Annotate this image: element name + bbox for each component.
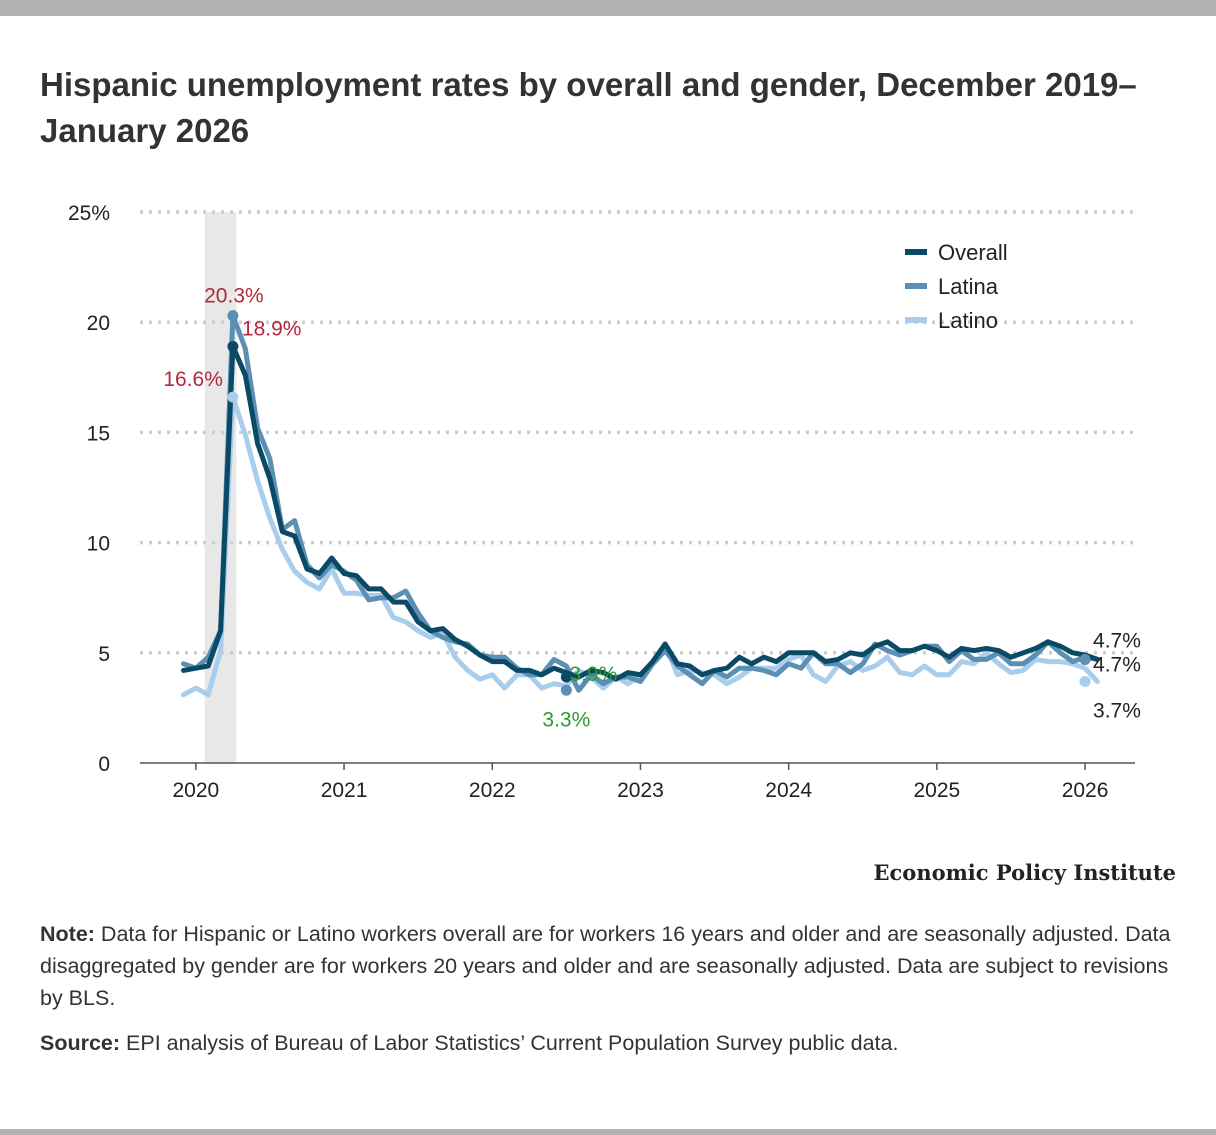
x-tick-label: 2025 [913, 779, 960, 802]
y-tick-label: 25% [68, 202, 110, 225]
y-tick-label: 0 [98, 753, 110, 776]
legend-swatch-overall [905, 249, 927, 255]
note-text: Data for Hispanic or Latino workers over… [40, 922, 1171, 1010]
chart-note: Note: Data for Hispanic or Latino worker… [40, 918, 1180, 1014]
chart-source: Source: EPI analysis of Bureau of Labor … [40, 1027, 1180, 1059]
y-tick-label: 10 [87, 533, 110, 556]
series-line-latina [181, 313, 1100, 693]
source-label: Source: [40, 1031, 121, 1055]
annotation-dot [227, 391, 239, 403]
annotation-dot [227, 340, 239, 352]
data-label: 4.7% [1093, 629, 1141, 652]
data-label: 3.9% [569, 663, 617, 686]
recession-shading [204, 212, 237, 763]
data-label: 3.3% [542, 708, 590, 731]
legend-label-overall: Overall [938, 240, 1008, 265]
annotation-dot [1079, 653, 1091, 665]
source-text: EPI analysis of Bureau of Labor Statisti… [120, 1031, 899, 1055]
legend-swatch-latina [905, 283, 927, 289]
data-label: 3.7% [1093, 699, 1141, 722]
legend-swatch-latino [905, 317, 927, 323]
data-label: 16.6% [163, 368, 223, 391]
annotation-dot [560, 684, 572, 696]
data-label: 18.9% [242, 317, 302, 340]
x-tick-label: 2026 [1062, 779, 1109, 802]
note-label: Note: [40, 922, 95, 946]
data-label: 4.7% [1093, 653, 1141, 676]
y-tick-label: 15 [87, 422, 110, 445]
annotation-dot [227, 310, 239, 322]
x-tick-label: 2023 [617, 779, 664, 802]
top-border-bar [0, 0, 1216, 16]
brand-logo-text: Economic Policy Institute [873, 860, 1176, 885]
x-tick-label: 2024 [765, 779, 812, 802]
x-tick-label: 2022 [469, 779, 516, 802]
x-tick-label: 2020 [172, 779, 219, 802]
chart-title: Hispanic unemployment rates by overall a… [40, 66, 1137, 149]
y-tick-label: 5 [98, 643, 110, 666]
x-tick-label: 2021 [321, 779, 368, 802]
y-tick-label: 20 [87, 312, 110, 335]
legend-label-latina: Latina [938, 274, 999, 299]
annotation-dot [560, 671, 572, 683]
legend-label-latino: Latino [938, 308, 998, 333]
data-label: 20.3% [204, 285, 264, 308]
bottom-border-bar [0, 1129, 1216, 1135]
series-line-overall [181, 343, 1100, 682]
annotation-dot [1079, 675, 1091, 687]
